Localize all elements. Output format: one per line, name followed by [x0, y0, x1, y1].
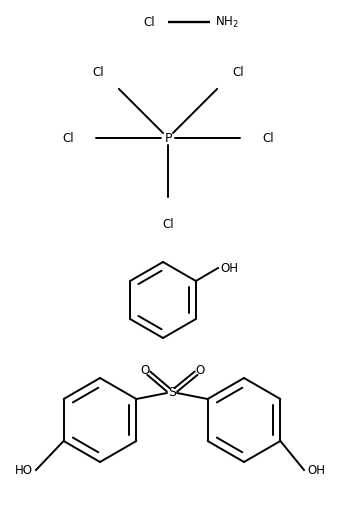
Text: Cl: Cl — [162, 218, 174, 231]
Text: P: P — [164, 131, 172, 145]
Text: S: S — [168, 386, 176, 400]
Text: Cl: Cl — [144, 15, 155, 29]
Text: Cl: Cl — [262, 131, 274, 145]
Text: O: O — [195, 363, 205, 377]
Text: Cl: Cl — [232, 66, 244, 80]
Text: OH: OH — [307, 463, 325, 476]
Text: O: O — [140, 363, 150, 377]
Text: NH$_2$: NH$_2$ — [215, 14, 239, 30]
Text: HO: HO — [15, 463, 33, 476]
Text: Cl: Cl — [92, 66, 104, 80]
Text: OH: OH — [220, 262, 238, 274]
Text: Cl: Cl — [62, 131, 74, 145]
